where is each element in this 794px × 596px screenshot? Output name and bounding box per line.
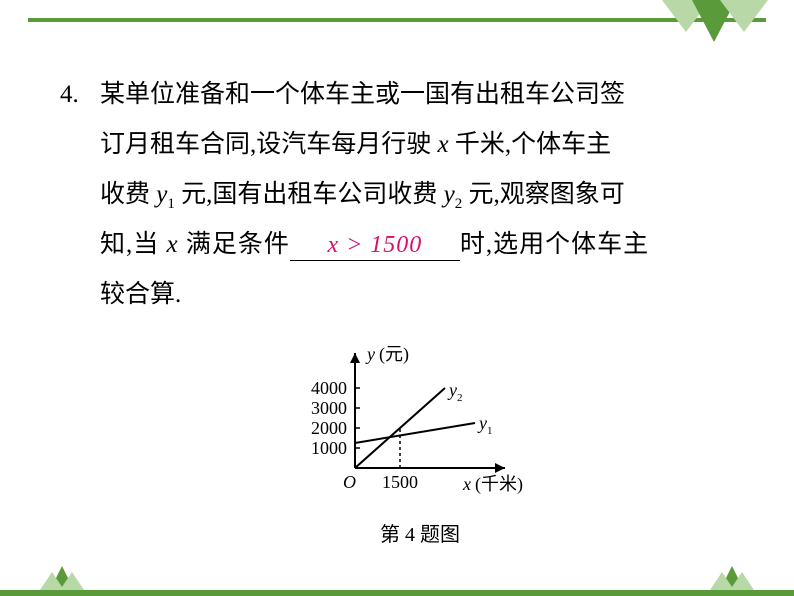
svg-text:y1: y1 [477,413,493,437]
question-number: 4. [60,70,100,120]
variable-x: x [438,131,449,158]
svg-text:3000: 3000 [311,398,347,418]
answer-text: x > 1500 [327,232,422,258]
variable-y1: y1 [156,181,175,208]
figure-caption: 第 4 题图 [260,518,580,547]
svg-text:1500: 1500 [382,472,418,492]
chart-svg: 1000200030004000 1500 Oy(元) x(千米) y1 y2 [260,318,580,518]
text-segment: 较合算. [100,281,181,308]
text-segment: 元,国有出租车公司收费 [175,181,444,208]
chart-figure: 1000200030004000 1500 Oy(元) x(千米) y1 y2 第 4 题… [260,318,580,548]
svg-text:y2: y2 [447,380,463,404]
svg-text:(千米): (千米) [475,474,523,495]
variable-x: x [167,231,179,258]
svg-text:4000: 4000 [311,378,347,398]
text-segment: 收费 [100,181,156,208]
svg-text:y: y [365,344,375,364]
text-segment: 元,观察图象可 [462,181,625,208]
variable-y2: y2 [444,181,463,208]
top-triangle-decoration [652,0,772,52]
text-segment: 某单位准备和一个体车主或一国有出租车公司签 [100,81,625,108]
text-segment: 千米,个体车主 [449,131,612,158]
answer-blank: x > 1500 [290,230,460,261]
svg-text:2000: 2000 [311,418,347,438]
bottom-decoration [0,556,794,596]
problem-text: 4.某单位准备和一个体车主或一国有出租车公司签 订月租车合同,设汽车每月行驶 x… [60,70,740,320]
text-segment: 时,选用个体车主 [460,231,649,258]
svg-text:O: O [343,472,356,492]
text-segment: 知,当 [100,231,167,258]
svg-text:1000: 1000 [311,438,347,458]
svg-text:x: x [462,474,471,494]
svg-text:(元): (元) [379,344,409,365]
text-segment: 满足条件 [179,231,290,258]
text-segment: 订月租车合同,设汽车每月行驶 [100,131,438,158]
